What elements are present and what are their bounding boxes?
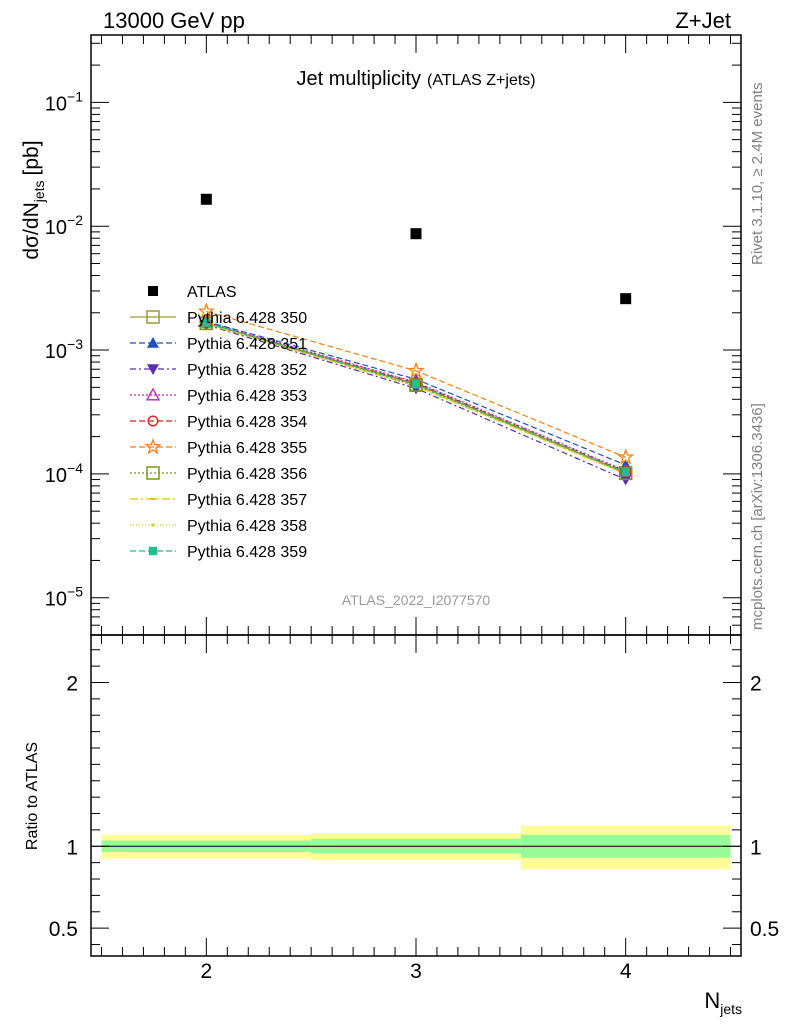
header-left: 13000 GeV pp [103,8,245,33]
atlas-data-point [410,228,422,240]
y-axis-label: dσ/dN [20,202,43,259]
ratio-x-ticks: 2 3 4 [100,635,732,983]
ratio-y-ticks: 0.5 0.5 1 1 2 2 [49,649,779,946]
legend-marker [147,337,159,348]
ratio-y-tick-label: 1 [66,836,78,859]
series-point [202,318,211,327]
legend-label: Pythia 6.428 359 [187,544,307,561]
main-y-axis-title: dσ/dNjets [pb] [20,140,47,259]
legend-marker [147,364,159,375]
legend-marker [144,437,162,455]
chart-subtitle: (ATLAS Z+jets) [427,72,536,89]
series-point [619,474,632,486]
y-axis-label-sub: jets [31,180,47,203]
ratio-y-axis-title: Ratio to ATLAS [24,742,41,850]
atlas-data-points [200,193,632,305]
x-tick-label: 2 [200,960,212,983]
legend-marker [147,415,159,427]
ratio-y-tick-label-right: 1 [750,836,762,859]
main-panel: 10−1 10−2 10−3 10−4 10−5 Jet multiplicity (A… [20,34,742,636]
series-line [206,323,626,475]
series-point [617,448,635,465]
legend-marker [148,286,158,296]
mcplots-label: mcplots.cern.ch [arXiv:1306.3436] [749,403,766,630]
legend-marker [146,466,160,480]
legend-label: Pythia 6.428 358 [187,518,307,535]
series-point [407,361,425,379]
ratio-uncertainty-bands [101,825,731,870]
series-point [199,316,214,331]
ratio-y-tick-label: 2 [66,672,78,695]
series-line [206,323,626,475]
x-axis-title: Njets [704,988,742,1017]
header-right: Z+Jet [675,8,731,33]
legend-marker [148,546,158,556]
legend-marker [146,310,160,324]
ratio-y-tick-label-right: 2 [750,672,762,695]
rivet-label: Rivet 3.1.10, ≥ 2.4M events [749,83,766,266]
main-x-ticks [100,35,732,635]
ratio-y-tick-label: 0.5 [49,918,78,941]
legend-label: Pythia 6.428 354 [187,414,307,431]
mc-series-markers [197,302,635,486]
legend-label: Pythia 6.428 350 [187,310,307,327]
y-axis-label-unit: [pb] [20,140,43,175]
x-axis-label-sub: jets [719,1001,742,1017]
main-y-ticks: 10−1 10−2 10−3 10−4 10−5 [45,42,741,626]
y-tick-label: 10−1 [45,88,83,115]
y-tick-label: 10−5 [45,584,83,611]
legend-marker [145,387,161,401]
series-point [621,468,630,477]
svg-text:dσ/dNjets[pb]: dσ/dNjets [pb] [20,140,47,259]
atlas-data-point [200,193,212,205]
legend-label: Pythia 6.428 352 [187,362,307,379]
series-point [618,466,633,481]
legend-marker [151,523,155,527]
series-line [206,322,626,474]
legend: ATLAS Pythia 6.428 350 Pythia 6.428 351 Pyt… [130,284,307,561]
ratio-frame [90,634,742,957]
series-point [409,378,423,392]
y-tick-label: 10−3 [45,336,83,363]
series-line [206,310,626,458]
legend-label: Pythia 6.428 351 [187,336,307,353]
legend-label: Pythia 6.428 355 [187,440,307,457]
legend-label: Pythia 6.428 353 [187,388,307,405]
y-tick-label: 10−2 [45,212,83,239]
x-tick-label: 4 [620,960,632,983]
ratio-y-tick-label-right: 0.5 [750,918,779,941]
y-tick-label: 10−4 [45,460,83,487]
legend-label: ATLAS [187,284,237,301]
analysis-watermark: ATLAS_2022_I2077570 [342,592,491,608]
legend-label: Pythia 6.428 357 [187,492,307,509]
series-point [411,379,421,389]
series-line [206,321,626,472]
ratio-panel: 0.5 0.5 1 1 2 2 2 3 4 Ratio to ATLAS [24,634,779,983]
series-point [197,302,215,319]
legend-label: Pythia 6.428 356 [187,466,307,483]
x-axis-label: N [704,988,720,1013]
x-tick-label: 3 [410,960,422,983]
atlas-data-point [620,293,632,305]
chart-title: Jet multiplicity [297,68,421,90]
